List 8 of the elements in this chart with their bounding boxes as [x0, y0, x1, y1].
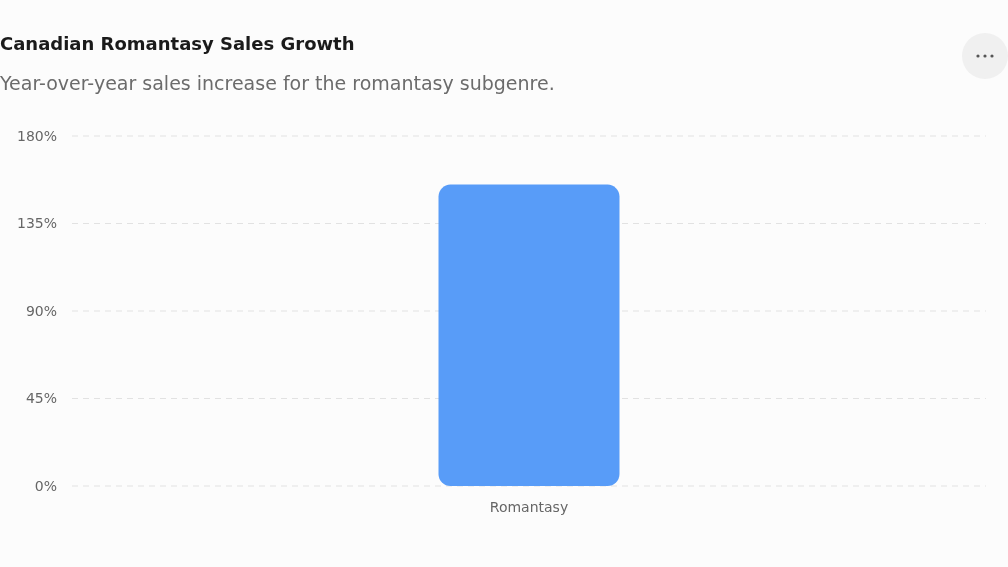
- y-tick-label: 0%: [34, 477, 57, 494]
- chart-subtitle: Year-over-year sales increase for the romantasy subgenre.: [0, 72, 555, 94]
- x-tick-label: Romantasy: [489, 499, 569, 515]
- y-tick-label: 180%: [16, 127, 57, 144]
- y-tick-label: 45%: [25, 390, 57, 407]
- y-tick-label: 90%: [25, 302, 57, 319]
- y-tick-label: 135%: [16, 215, 57, 232]
- chart-title: Canadian Romantasy Sales Growth: [0, 33, 355, 54]
